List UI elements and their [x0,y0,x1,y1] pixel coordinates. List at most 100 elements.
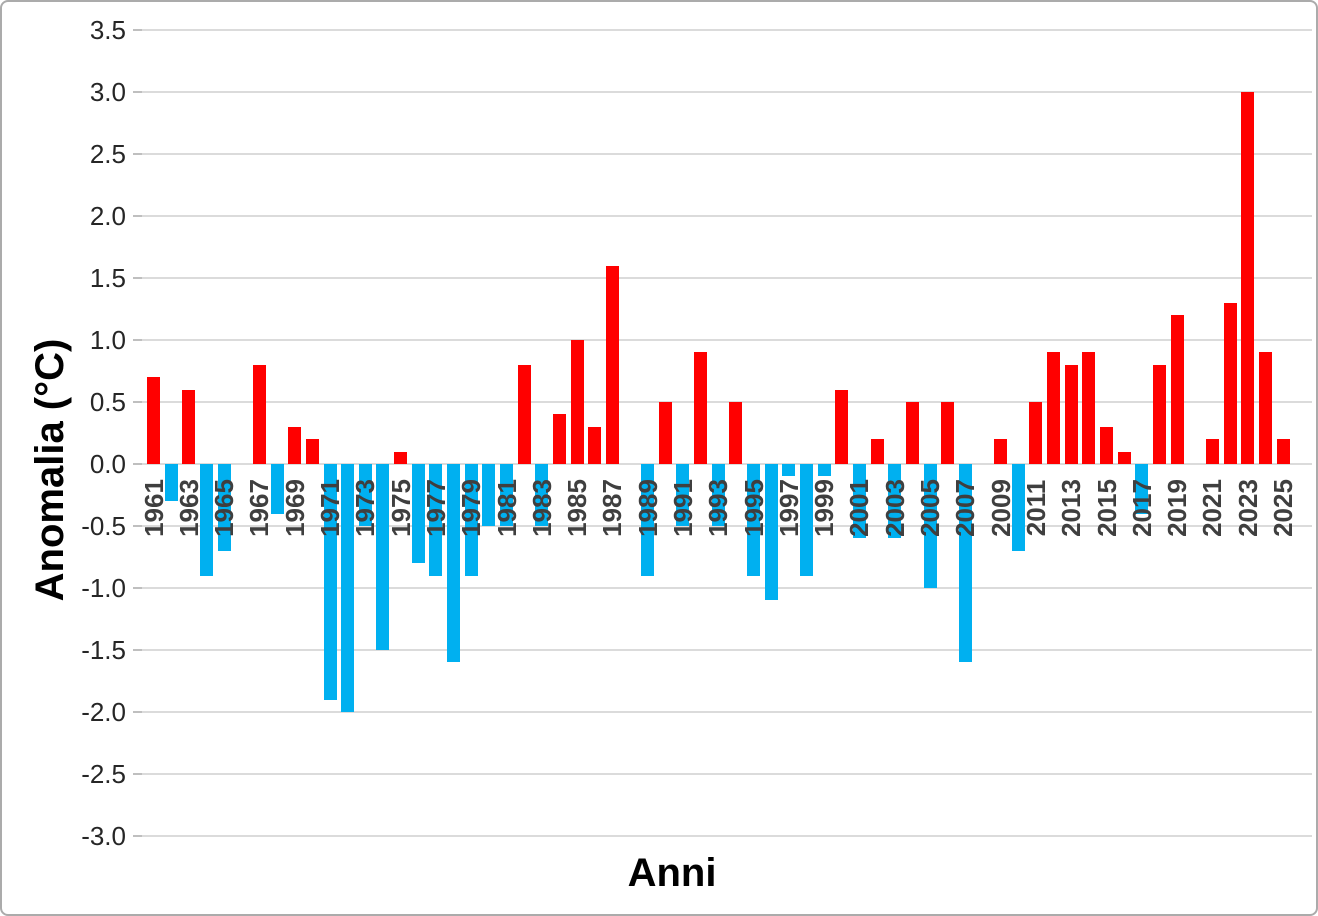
x-axis-label-1967: 1967 [244,479,275,537]
y-axis-label-3.0: 3.0 [89,77,126,107]
y-axis-label-2.0: 2.0 [89,201,126,231]
bar-1967 [252,364,266,464]
bar-1968 [270,464,284,514]
y-tick-0.5 [133,401,142,403]
x-axis-label-2001: 2001 [844,479,875,537]
y-tick--2.0 [133,711,142,713]
bar-1979 [464,464,478,576]
bar-2000 [835,389,849,464]
y-axis-title: Anomalia (°C) [28,338,72,602]
bar-2011 [1029,402,1043,464]
bar-2009 [994,439,1008,464]
bar-1996 [764,464,778,601]
x-axis-label-1971: 1971 [315,479,345,537]
x-axis-label-1977: 1977 [420,479,451,537]
bar-1971 [323,464,337,700]
y-tick--0.5 [133,525,142,527]
x-axis-label-1987: 1987 [597,479,628,537]
y-tick-2.0 [133,215,142,217]
x-axis-label-1979: 1979 [456,479,487,537]
gridline-2.0 [142,215,1312,217]
y-axis-label-2.5: 2.5 [89,139,126,169]
y-tick-1.5 [133,277,142,279]
bar-1993 [711,464,725,526]
gridline--3.0 [142,835,1312,837]
x-axis-label-1993: 1993 [703,479,734,537]
bar-2014 [1082,352,1096,464]
y-tick--1.5 [133,649,142,651]
bar-1963 [182,389,196,464]
bar-2016 [1117,451,1131,464]
gridline--2.0 [142,711,1312,713]
bar-1999 [817,464,831,477]
x-axis-label-2023: 2023 [1232,479,1263,537]
y-tick--2.5 [133,773,142,775]
bar-1976 [411,464,425,564]
y-tick--1.0 [133,587,142,589]
bar-1972 [341,464,355,712]
bar-2004 [905,402,919,464]
bar-1962 [164,464,178,502]
bar-1980 [482,464,496,526]
bar-2006 [941,402,955,464]
bar-1978 [447,464,460,663]
bar-2002 [870,439,884,464]
y-tick-1.0 [133,339,142,341]
bar-2021 [1205,439,1219,464]
bar-1975 [394,451,408,464]
gridline--1.0 [142,587,1312,589]
x-axis-title: Anni [627,851,717,895]
bar-2003 [888,464,902,539]
x-axis-label-2025: 2025 [1268,479,1298,537]
bar-2013 [1064,364,1078,464]
bar-1970 [305,439,319,464]
x-axis-label-2011: 2011 [1020,479,1051,537]
bar-2005 [923,464,937,588]
x-axis-label-2005: 2005 [915,479,945,537]
bar-1995 [747,464,760,576]
bar-2012 [1047,352,1060,464]
y-tick-2.5 [133,153,142,155]
bar-1977 [429,464,443,576]
y-axis-label--2.5: -2.5 [81,759,126,789]
bar-2018 [1152,364,1166,464]
bar-1992 [694,352,708,464]
x-axis-label-1985: 1985 [562,479,593,537]
x-axis-label-1991: 1991 [667,479,698,537]
bar-2015 [1100,426,1113,464]
bar-2007 [958,464,972,663]
bar-1964 [199,464,213,576]
x-axis-label-1999: 1999 [809,479,840,537]
bar-1961 [147,377,160,464]
x-axis-label-1995: 1995 [738,479,769,537]
y-axis-label-1.5: 1.5 [89,263,126,293]
bar-1991 [676,464,690,526]
y-tick--3.0 [133,835,142,837]
bar-1973 [358,464,372,526]
x-axis-label-1989: 1989 [632,479,663,537]
gridline-1.5 [142,277,1312,279]
bar-2022 [1223,302,1237,464]
x-axis-label-1975: 1975 [385,479,416,537]
x-axis-label-1981: 1981 [491,479,522,537]
bar-2017 [1135,464,1149,514]
bar-2025 [1276,439,1290,464]
x-axis-label-2013: 2013 [1056,479,1087,537]
bar-1969 [288,426,302,464]
bar-2023 [1241,92,1255,464]
x-axis-label-1969: 1969 [279,479,310,537]
x-axis-label-2019: 2019 [1162,479,1193,537]
gridline--2.5 [142,773,1312,775]
bar-2024 [1258,352,1272,464]
x-axis-label-1973: 1973 [350,479,381,537]
bar-2001 [852,464,866,539]
bar-1965 [217,464,231,551]
x-axis-label-2007: 2007 [950,479,981,537]
x-axis-label-1965: 1965 [209,479,240,537]
gridline--0.5 [142,525,1312,527]
